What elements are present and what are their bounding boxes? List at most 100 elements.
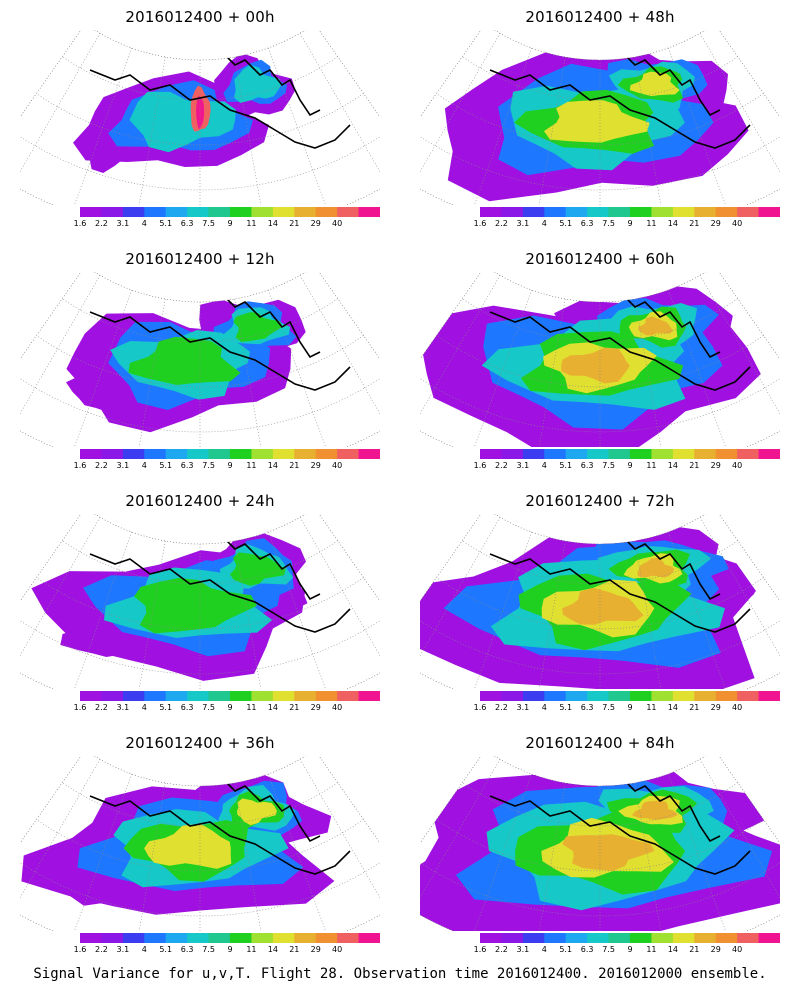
colorbar-tick-label: 1.6	[473, 461, 487, 470]
colorbar-tick-label: 9	[227, 945, 233, 954]
colorbar-segment	[608, 691, 631, 701]
variance-contour	[229, 552, 286, 586]
colorbar-segment	[315, 449, 338, 459]
colorbar-tick-label: 40	[732, 945, 743, 954]
colorbar-segment	[144, 691, 167, 701]
coastline	[219, 533, 321, 601]
colorbar-tick-label: 21	[689, 461, 700, 470]
colorbar-tick-label: 5.1	[159, 945, 173, 954]
colorbar-tick-label: 11	[246, 219, 257, 228]
colorbar-tick-label: 5.1	[159, 703, 173, 712]
colorbar-segment	[101, 691, 124, 701]
colorbar-segment	[522, 691, 545, 701]
forecast-panel: 2016012400 + 60h 1.6 2.2 3.1 4 5.1 6.3 7.5 9 11 14…	[420, 250, 780, 482]
colorbar-segment	[651, 933, 674, 943]
colorbar-tick-label: 1.6	[73, 219, 87, 228]
variance-contour	[234, 64, 282, 103]
colorbar-segment	[544, 449, 567, 459]
coastline	[489, 311, 751, 391]
colorbar-tick-label: 6.3	[180, 703, 194, 712]
colorbar-segment	[737, 207, 760, 217]
colorbar-tick-label: 29	[710, 461, 721, 470]
coastline	[89, 553, 351, 633]
variance-contour	[543, 100, 650, 143]
colorbar-segment	[630, 207, 652, 217]
colorbar-tick-label: 7.5	[602, 945, 615, 954]
variance-map	[420, 756, 780, 931]
colorbar-segment	[715, 449, 738, 459]
colorbar-tick-label: 3.1	[116, 945, 130, 954]
colorbar-segment	[737, 933, 760, 943]
colorbar-segment	[501, 449, 524, 459]
colorbar	[80, 933, 380, 943]
colorbar-segment	[715, 691, 738, 701]
colorbar-segment	[758, 933, 780, 943]
colorbar-segment	[522, 933, 545, 943]
colorbar-tick-label: 6.3	[580, 703, 594, 712]
panel-title: 2016012400 + 84h	[525, 734, 675, 752]
colorbar-segment	[522, 449, 545, 459]
colorbar-tick-label: 3.1	[516, 945, 530, 954]
colorbar-segment	[737, 449, 760, 459]
forecast-panel: 2016012400 + 84h 1.6 2.2 3.1 4 5.1 6.3 7.5 9 11 14…	[420, 734, 780, 966]
colorbar-segment	[315, 691, 338, 701]
colorbar-segment	[501, 207, 524, 217]
colorbar	[480, 449, 780, 459]
panel-title: 2016012400 + 00h	[125, 8, 275, 26]
colorbar-tick-label: 4	[541, 219, 547, 228]
colorbar-segment	[230, 933, 252, 943]
coastline	[219, 291, 321, 359]
colorbar	[80, 449, 380, 459]
colorbar-tick-label: 14	[267, 461, 278, 470]
colorbar-tick-label: 9	[627, 219, 633, 228]
colorbar-tick-label: 3.1	[516, 703, 530, 712]
variance-map	[20, 30, 380, 205]
coastline	[219, 49, 321, 117]
colorbar-labels: 1.6 2.2 3.1 4 5.1 6.3 7.5 9 11 14 21 29 40	[474, 703, 780, 715]
colorbar-segment	[758, 449, 780, 459]
coastline	[219, 775, 321, 843]
colorbar-tick-label: 1.6	[473, 945, 487, 954]
colorbar-tick-label: 5.1	[559, 461, 573, 470]
colorbar-tick-label: 2.2	[95, 461, 108, 470]
colorbar-labels: 1.6 2.2 3.1 4 5.1 6.3 7.5 9 11 14 21 29 40	[74, 219, 380, 231]
colorbar-tick-label: 9	[227, 219, 233, 228]
colorbar-tick-label: 21	[689, 945, 700, 954]
colorbar-segment	[187, 691, 210, 701]
colorbar-segment	[672, 933, 695, 943]
figure-caption: Signal Variance for u,v,T. Flight 28. Ob…	[33, 966, 767, 982]
colorbar-segment	[565, 691, 588, 701]
colorbar-segment	[694, 449, 717, 459]
colorbar-tick-label: 9	[227, 461, 233, 470]
colorbar-segment	[165, 449, 188, 459]
colorbar-segment	[208, 691, 231, 701]
colorbar-segment	[80, 691, 102, 701]
colorbar-labels: 1.6 2.2 3.1 4 5.1 6.3 7.5 9 11 14 21 29 40	[74, 461, 380, 473]
colorbar-segment	[230, 449, 252, 459]
colorbar-segment	[758, 691, 780, 701]
colorbar-segment	[651, 449, 674, 459]
colorbar-segment	[230, 207, 252, 217]
colorbar-tick-label: 40	[732, 219, 743, 228]
colorbar-tick-label: 14	[267, 219, 278, 228]
colorbar-tick-label: 11	[246, 945, 257, 954]
colorbar-tick-label: 5.1	[559, 945, 573, 954]
colorbar-tick-label: 3.1	[116, 703, 130, 712]
coastline	[619, 775, 721, 843]
colorbar-tick-label: 11	[246, 703, 257, 712]
colorbar-segment	[251, 207, 274, 217]
colorbar-segment	[737, 691, 760, 701]
colorbar-segment	[337, 691, 360, 701]
colorbar-segment	[544, 207, 567, 217]
variance-contour	[562, 587, 644, 625]
colorbar	[80, 691, 380, 701]
colorbar-segment	[608, 207, 631, 217]
colorbar-tick-label: 29	[310, 219, 321, 228]
colorbar-tick-label: 7.5	[202, 945, 215, 954]
forecast-panel: 2016012400 + 48h 1.6 2.2 3.1 4 5.1 6.3 7.5 9 11 14…	[420, 8, 780, 240]
colorbar-tick-label: 14	[667, 945, 678, 954]
panel-title: 2016012400 + 12h	[125, 250, 275, 268]
colorbar-segment	[608, 449, 631, 459]
colorbar-tick-label: 29	[310, 945, 321, 954]
variance-contour	[561, 347, 630, 384]
